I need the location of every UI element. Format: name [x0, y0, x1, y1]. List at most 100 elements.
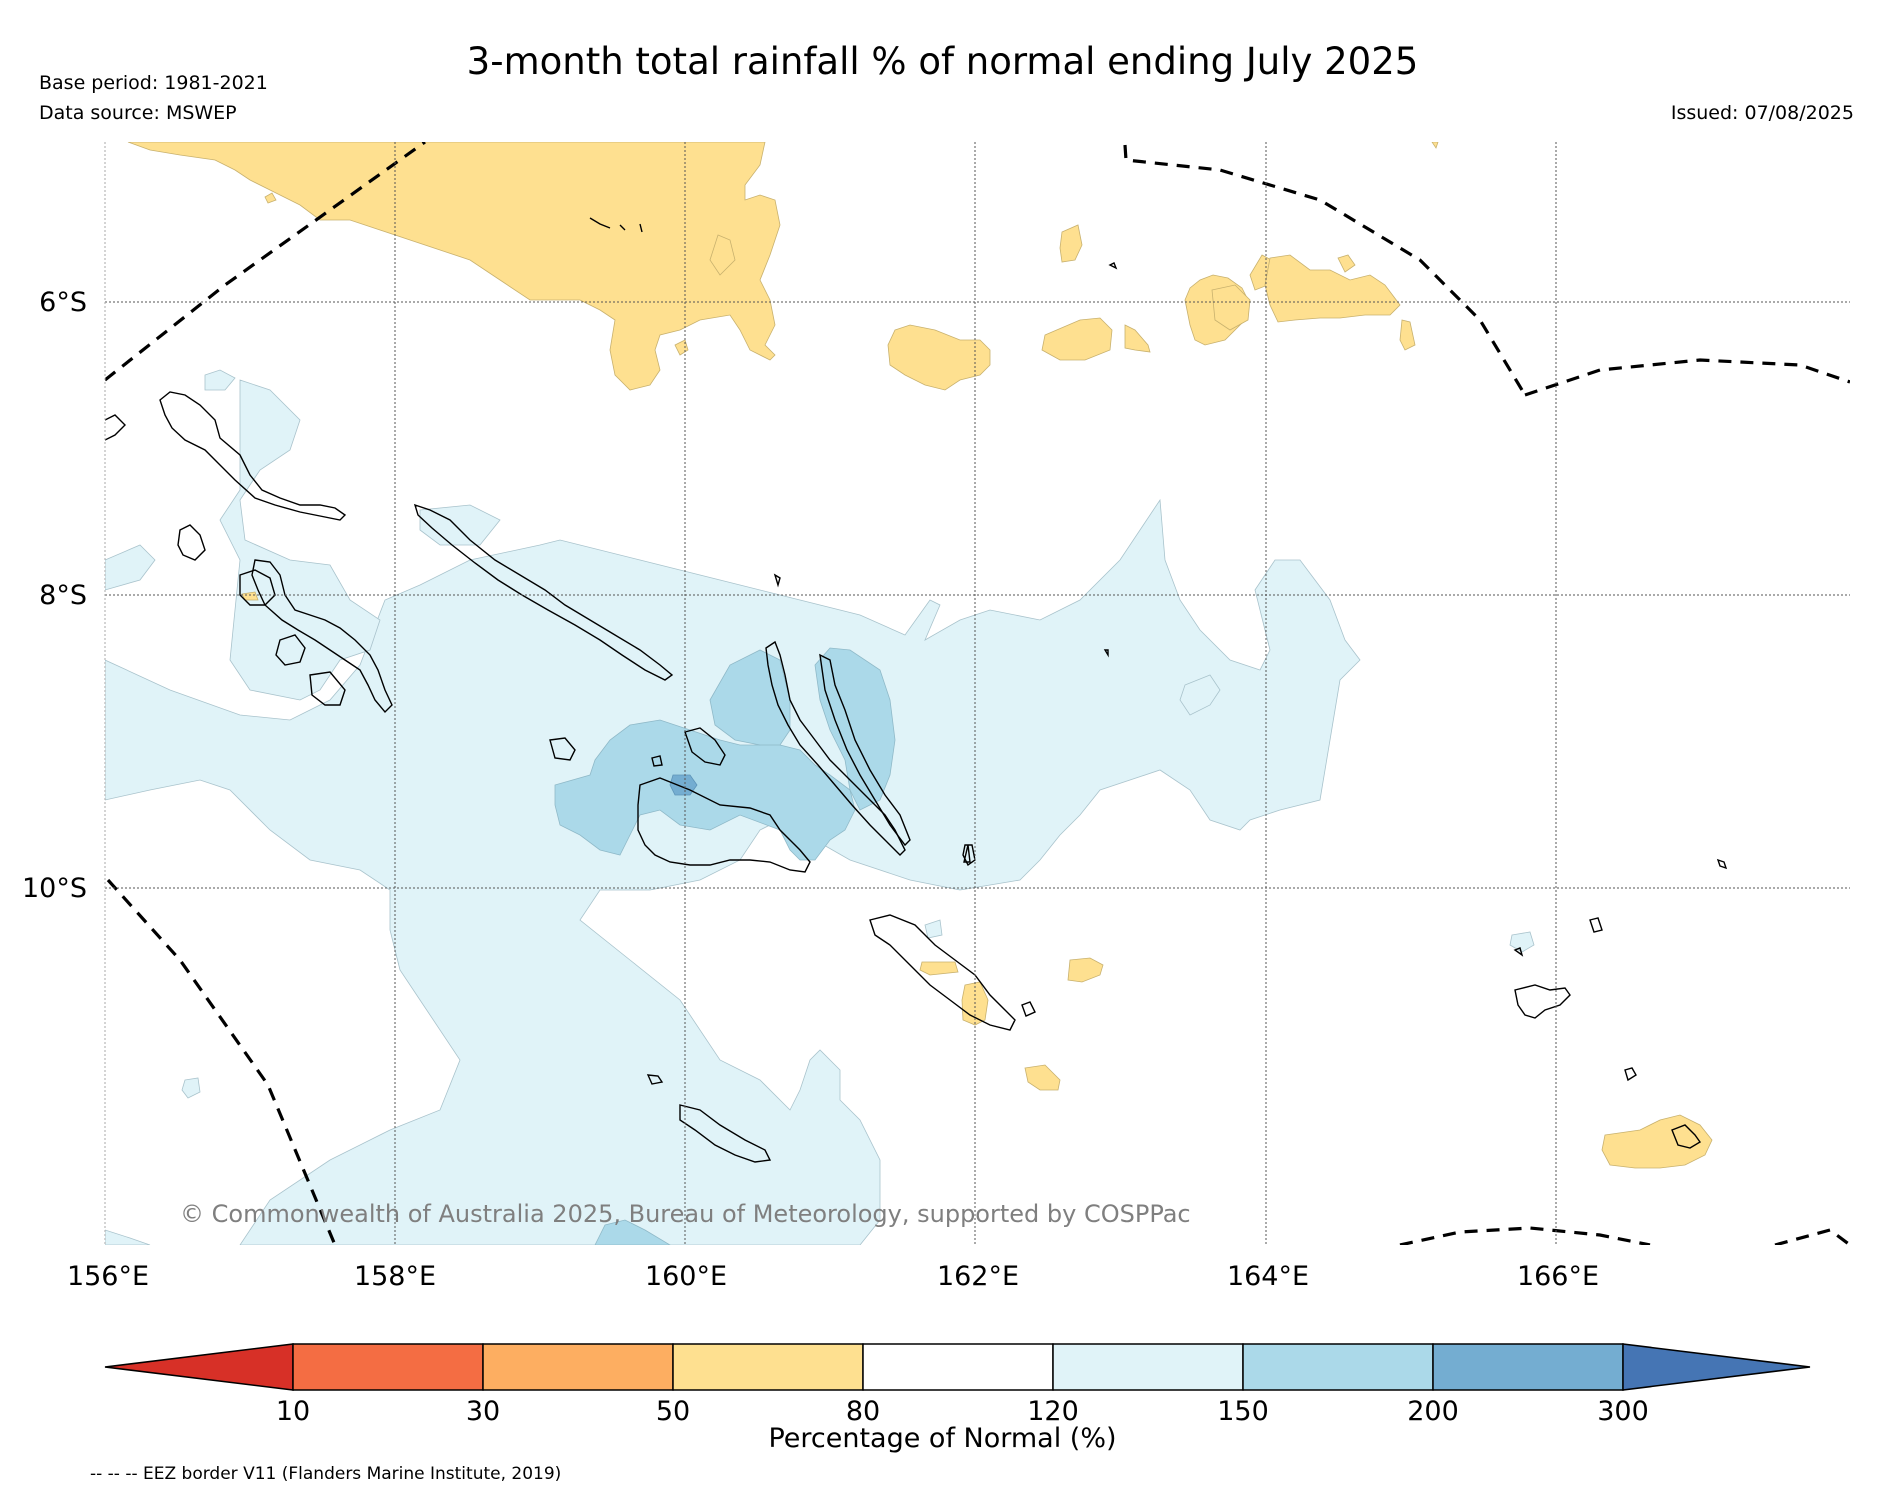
region-50-80-isle5 — [887, 324, 991, 391]
coast-florida — [684, 727, 726, 766]
colorbar-tick-300: 300 — [1597, 1396, 1649, 1427]
copyright-notice: © Commonwealth of Australia 2025, Bureau… — [180, 1200, 1191, 1228]
lat-label-10s: 10°S — [22, 873, 87, 904]
coast-duff — [1716, 858, 1728, 870]
coast-savo — [651, 755, 663, 767]
colorbar — [104, 1343, 1811, 1391]
base-period: Base period: 1981-2021 — [39, 72, 268, 94]
eez-border-west — [106, 878, 337, 1245]
colorbar-extend-low — [104, 1343, 294, 1391]
colorbar-tick-80: 80 — [846, 1396, 880, 1427]
eez-legend-note: -- -- -- EEZ border V11 (Flanders Marine… — [90, 1464, 562, 1484]
region-150-200-east — [814, 647, 896, 811]
colorbar-label: Percentage of Normal (%) — [768, 1423, 1117, 1454]
region-150-200-south — [594, 1219, 671, 1245]
coast-small4 — [105, 414, 126, 441]
coast-reef — [1589, 917, 1603, 933]
coast-rendova — [309, 671, 346, 706]
region-50-80-isle12 — [1399, 319, 1416, 351]
coast-malaita — [819, 653, 911, 847]
coast-bougainville — [159, 391, 347, 521]
lat-labels: 6°S 8°S 10°S — [22, 287, 87, 904]
coast-sikaiana — [1103, 649, 1109, 658]
lon-label-156e: 156°E — [67, 1261, 149, 1292]
region-120-150-small2 — [181, 1077, 201, 1099]
colorbar-tick-30: 30 — [466, 1396, 500, 1427]
coast-new-georgia — [251, 559, 393, 714]
region-50-80-isle6 — [1041, 317, 1113, 361]
lon-labels: 156°E 158°E 160°E 162°E 164°E 166°E — [67, 1261, 1599, 1292]
colorbar-tick-10: 10 — [276, 1396, 310, 1427]
region-120-150-main — [105, 498, 1361, 1245]
region-50-80-isle10 — [1264, 254, 1401, 323]
region-120-150-sw — [105, 1229, 151, 1245]
region-50-80 — [127, 142, 1713, 1169]
coast-santa-isabel — [765, 640, 906, 856]
region-120-150-north — [219, 379, 381, 701]
region-120-150-west — [105, 544, 156, 591]
coast-ontong-java — [1108, 262, 1118, 270]
data-source: Data source: MSWEP — [39, 102, 237, 124]
coast-small1 — [1021, 1001, 1036, 1017]
region-50-80-isle14 — [919, 961, 959, 976]
colorbar-cell-10-30 — [292, 1343, 484, 1391]
region-50-80-isle16 — [1067, 957, 1104, 983]
region-120-150 — [105, 369, 1535, 1245]
colorbar-tick-200: 200 — [1407, 1396, 1459, 1427]
eez-border-east — [1524, 358, 1850, 397]
colorbar-extend-high — [1622, 1343, 1811, 1391]
colorbar-cell-80-120 — [862, 1343, 1054, 1391]
region-50-80-isle11 — [1337, 254, 1356, 273]
coast-bellona — [646, 1074, 664, 1085]
coast-tikopia — [1624, 1067, 1637, 1082]
colorbar-tick-150: 150 — [1217, 1396, 1269, 1427]
colorbar-cell-120-150 — [1052, 1343, 1244, 1391]
coastlines — [105, 217, 1728, 1163]
lon-label-160e: 160°E — [645, 1261, 727, 1292]
coast-small2 — [589, 217, 643, 233]
coast-russell — [549, 737, 576, 761]
coast-vanikoro — [1671, 1124, 1702, 1149]
lat-label-6s: 6°S — [39, 287, 87, 318]
coast-kolombangara — [275, 634, 306, 666]
lon-label-158e: 158°E — [354, 1261, 436, 1292]
region-50-80-north — [127, 142, 781, 391]
coast-vella-lavella — [239, 569, 276, 606]
colorbar-ticks: 10 30 50 80 120 150 200 300 — [276, 1396, 1649, 1427]
map-title: 3-month total rainfall % of normal endin… — [466, 40, 1419, 83]
colorbar-tick-120: 120 — [1027, 1396, 1079, 1427]
region-50-80-isle18 — [241, 591, 259, 601]
region-120-150-small1 — [1509, 931, 1535, 953]
region-50-80-isle8 — [1211, 284, 1251, 331]
coast-makira — [869, 914, 1016, 1031]
colorbar-cell-50-80 — [672, 1343, 864, 1391]
region-50-80-isle3 — [1059, 224, 1083, 263]
lon-label-166e: 166°E — [1517, 1261, 1599, 1292]
coast-small5 — [773, 573, 781, 588]
region-50-80-isle2 — [264, 192, 277, 204]
region-120-150-east — [1179, 674, 1221, 716]
region-50-80-isle13 — [1431, 142, 1439, 149]
colorbar-cell-150-200 — [1242, 1343, 1434, 1391]
coast-shortland — [177, 524, 206, 561]
eez-border-nw — [105, 142, 426, 382]
coast-choiseul — [413, 503, 674, 681]
coast-small3 — [1513, 947, 1524, 957]
colorbar-tick-50: 50 — [656, 1396, 690, 1427]
map-area — [105, 142, 1850, 1245]
region-120-150-small3 — [924, 919, 943, 939]
gridlines — [104, 142, 1850, 1245]
lon-label-162e: 162°E — [937, 1261, 1019, 1292]
region-150-200-main — [554, 719, 856, 861]
eez-border-se2 — [1774, 1228, 1850, 1245]
lat-label-8s: 8°S — [39, 580, 87, 611]
coast-santa-cruz — [1514, 984, 1571, 1019]
colorbar-cell-30-50 — [482, 1343, 674, 1391]
lon-label-164e: 164°E — [1227, 1261, 1309, 1292]
region-50-80-isle7 — [1124, 324, 1151, 353]
coast-ulawa — [962, 844, 976, 867]
colorbar-cell-200-300 — [1432, 1343, 1624, 1391]
region-50-80-isle17 — [1024, 1064, 1061, 1091]
coast-rennell — [679, 1104, 772, 1163]
